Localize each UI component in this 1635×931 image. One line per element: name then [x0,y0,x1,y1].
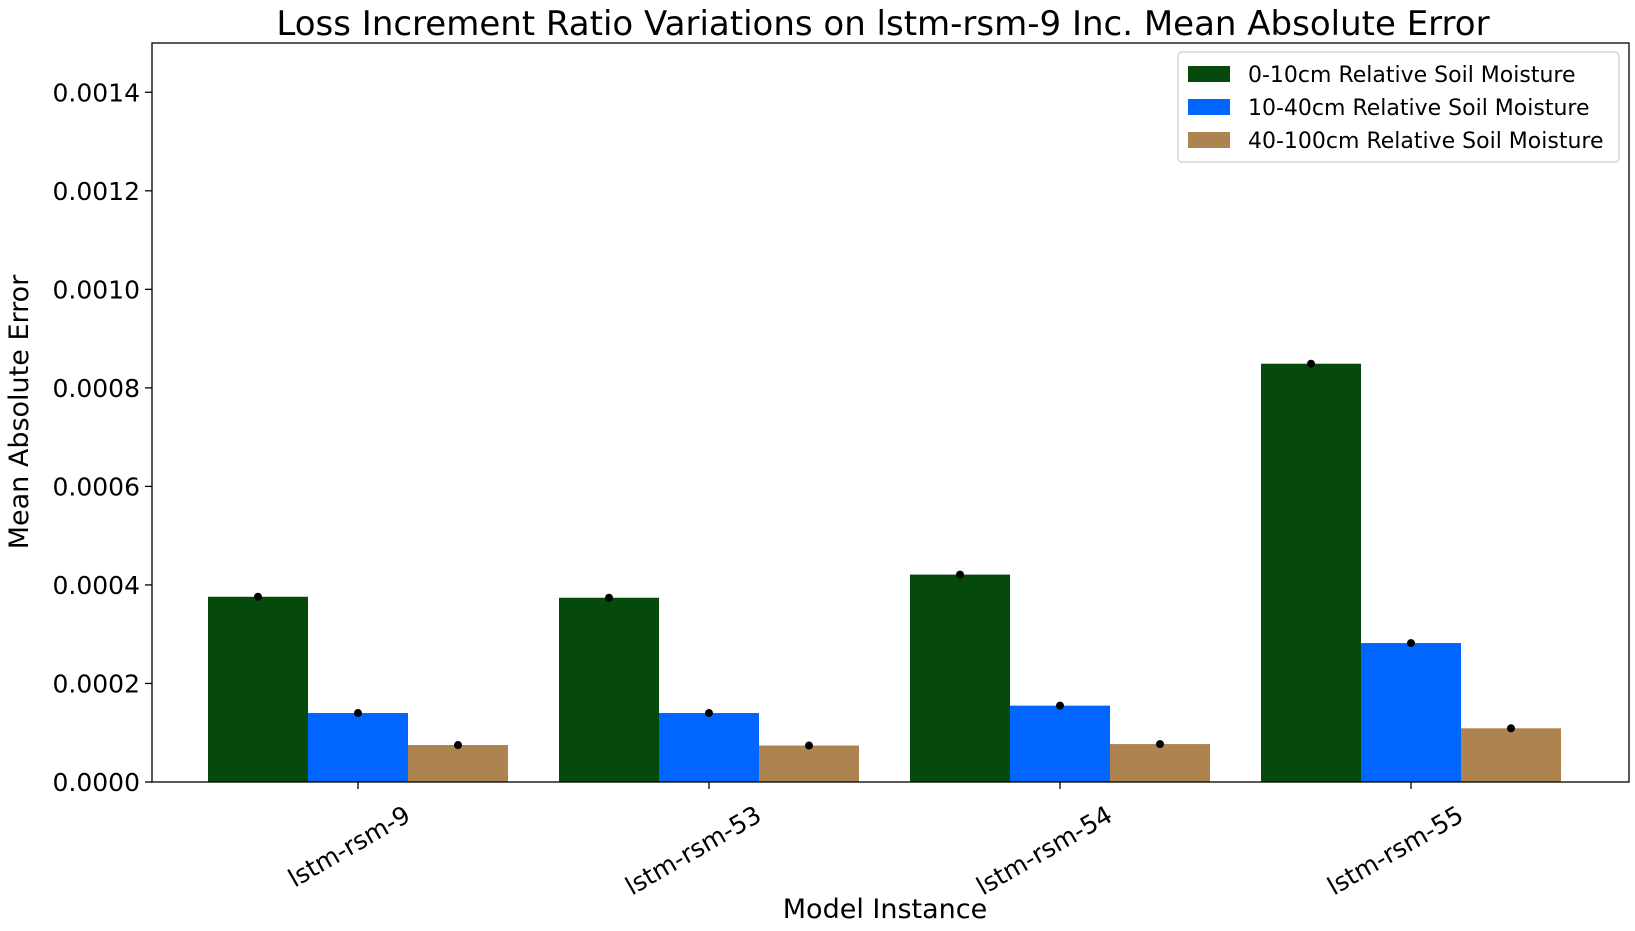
x-axis-ticks: lstm-rsm-9 lstm-rsm-53 lstm-rsm-54 lstm-rsm… [283,782,1468,901]
point-lstm-rsm-55-series-1 [1307,359,1315,368]
y-tick-label: 0.0004 [53,571,140,600]
bar-lstm-rsm-9-series-1 [208,596,308,782]
x-tick-label: lstm-rsm-54 [971,800,1117,901]
point-lstm-rsm-53-series-1 [605,593,613,602]
legend-label-series-1: 0-10cm Relative Soil Moisture [1248,63,1576,88]
x-tick-label: lstm-rsm-55 [1322,800,1468,901]
point-lstm-rsm-9-series-2 [354,709,362,718]
point-lstm-rsm-53-series-3 [805,741,813,750]
legend-label-series-3: 40-100cm Relative Soil Moisture [1248,129,1603,154]
bar-lstm-rsm-53-series-1 [559,597,659,782]
bar-lstm-rsm-9-series-2 [308,713,408,782]
point-lstm-rsm-9-series-1 [254,592,262,601]
point-lstm-rsm-53-series-2 [705,709,713,718]
legend: 0-10cm Relative Soil Moisture 10-40cm Rel… [1177,51,1620,163]
y-tick-label: 0.0000 [53,768,140,797]
y-tick-label: 0.0002 [53,669,140,698]
points-group [254,359,1515,750]
x-tick-label: lstm-rsm-53 [620,800,766,901]
point-lstm-rsm-54-series-3 [1156,740,1164,749]
legend-swatch-series-3 [1188,132,1230,148]
point-lstm-rsm-54-series-1 [956,570,964,579]
y-tick-label: 0.0010 [53,275,140,304]
y-axis-ticks: 0.0000 0.0002 0.0004 0.0006 0.0008 0.0010 0.00… [53,78,152,797]
y-tick-label: 0.0012 [53,177,140,206]
bars-group [208,363,1561,782]
bar-lstm-rsm-54-series-2 [1010,705,1110,782]
y-tick-label: 0.0008 [53,374,140,403]
legend-swatch-series-1 [1188,66,1230,82]
bar-lstm-rsm-55-series-2 [1361,643,1461,782]
point-lstm-rsm-55-series-2 [1407,639,1415,648]
bar-lstm-rsm-55-series-3 [1461,728,1561,782]
y-tick-label: 0.0006 [53,472,140,501]
bar-lstm-rsm-9-series-3 [408,745,508,782]
x-axis-label: Model Instance [783,894,988,925]
legend-label-series-2: 10-40cm Relative Soil Moisture [1248,96,1589,121]
point-lstm-rsm-54-series-2 [1056,701,1064,710]
bar-lstm-rsm-53-series-3 [759,745,859,782]
bar-lstm-rsm-54-series-3 [1110,744,1210,782]
point-lstm-rsm-55-series-3 [1507,724,1515,733]
legend-swatch-series-2 [1188,99,1230,115]
y-axis-label: Mean Absolute Error [4,274,35,549]
legend-box [1177,51,1620,163]
bar-lstm-rsm-54-series-1 [910,574,1010,782]
x-tick-label: lstm-rsm-9 [283,800,415,893]
point-lstm-rsm-9-series-3 [454,741,462,750]
plot-frame [151,42,1630,783]
y-tick-label: 0.0014 [53,78,140,107]
chart-title: Loss Increment Ratio Variations on lstm-… [276,4,1489,44]
bar-lstm-rsm-53-series-2 [659,713,759,782]
bar-lstm-rsm-55-series-1 [1261,363,1361,782]
